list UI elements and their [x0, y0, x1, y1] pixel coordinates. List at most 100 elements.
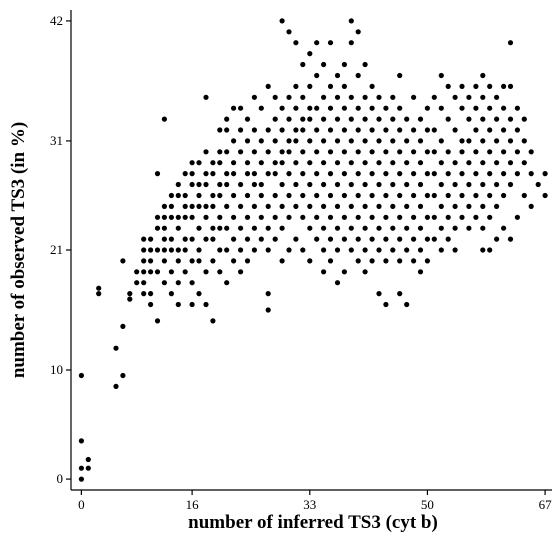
- data-point: [293, 105, 299, 111]
- data-point: [196, 258, 202, 264]
- data-point: [362, 61, 368, 68]
- data-point: [355, 171, 361, 177]
- data-point: [182, 247, 188, 253]
- data-point: [210, 160, 216, 166]
- data-point: [265, 149, 271, 155]
- data-point: [355, 214, 361, 220]
- data-point: [251, 225, 257, 231]
- data-point: [334, 116, 341, 122]
- data-point: [217, 192, 223, 199]
- data-point: [141, 280, 147, 286]
- data-point: [480, 94, 486, 100]
- data-point: [161, 214, 167, 220]
- data-point: [293, 40, 299, 46]
- data-point: [390, 203, 396, 209]
- data-point: [78, 465, 84, 471]
- data-point: [272, 214, 278, 220]
- data-point: [189, 214, 195, 220]
- data-point: [175, 280, 181, 286]
- data-point: [487, 214, 493, 220]
- x-tick-label: 33: [303, 497, 316, 512]
- data-point: [507, 116, 514, 122]
- data-point: [293, 83, 299, 89]
- data-point: [417, 247, 424, 253]
- data-point: [411, 214, 417, 220]
- data-point: [521, 160, 527, 166]
- data-point: [189, 160, 195, 166]
- data-point: [279, 149, 285, 155]
- data-point: [397, 192, 403, 199]
- data-point: [293, 127, 299, 133]
- data-point: [168, 203, 174, 209]
- data-point: [383, 258, 389, 264]
- data-point: [376, 247, 382, 253]
- data-point: [424, 127, 430, 133]
- data-point: [390, 181, 396, 188]
- data-point: [258, 105, 264, 111]
- data-point: [383, 236, 389, 242]
- data-point: [286, 214, 292, 220]
- data-point: [528, 203, 534, 209]
- y-tick-label: 0: [57, 471, 64, 486]
- data-point: [238, 225, 244, 231]
- data-point: [251, 127, 257, 133]
- data-point: [334, 247, 341, 253]
- data-point: [231, 160, 237, 166]
- data-point: [487, 192, 493, 199]
- data-point: [154, 225, 161, 231]
- data-point: [85, 456, 91, 463]
- data-point: [272, 116, 278, 122]
- data-point: [168, 192, 174, 199]
- data-point: [148, 258, 154, 264]
- data-point: [480, 138, 486, 144]
- data-point: [307, 258, 313, 264]
- data-point: [300, 247, 306, 253]
- data-point: [327, 236, 334, 242]
- data-point: [161, 116, 167, 122]
- x-axis-title: number of inferred TS3 (cyt b): [188, 512, 438, 533]
- data-point: [265, 307, 271, 313]
- data-point: [286, 94, 292, 100]
- data-point: [383, 301, 389, 308]
- data-point: [348, 138, 354, 144]
- data-point: [494, 160, 500, 166]
- data-point: [376, 291, 382, 297]
- data-point: [238, 203, 244, 209]
- data-point: [286, 116, 292, 122]
- data-point: [293, 160, 299, 166]
- data-point: [327, 214, 334, 220]
- data-point: [286, 171, 292, 177]
- data-point: [321, 203, 327, 209]
- data-point: [459, 171, 465, 177]
- data-point: [161, 247, 167, 253]
- data-point: [203, 214, 209, 220]
- data-point: [96, 291, 102, 297]
- data-point: [362, 225, 368, 231]
- data-point: [514, 214, 521, 220]
- data-point: [514, 105, 521, 111]
- data-point: [466, 94, 472, 100]
- data-point: [334, 94, 341, 100]
- data-point: [404, 138, 410, 144]
- data-point: [175, 258, 181, 264]
- data-point: [300, 61, 306, 68]
- data-point: [341, 61, 347, 68]
- y-tick-label: 31: [50, 133, 63, 148]
- data-point: [272, 94, 278, 100]
- data-point: [154, 214, 161, 220]
- data-point: [341, 192, 347, 199]
- data-point: [231, 258, 237, 264]
- data-point: [438, 181, 444, 188]
- data-point: [251, 203, 257, 209]
- data-point: [466, 116, 472, 122]
- data-point: [390, 225, 396, 231]
- data-point: [466, 225, 472, 231]
- data-point: [314, 72, 320, 79]
- data-point: [369, 127, 375, 133]
- data-point: [417, 160, 424, 166]
- data-point: [300, 171, 306, 177]
- data-point: [417, 116, 424, 122]
- data-point: [321, 181, 327, 188]
- data-point: [521, 116, 527, 122]
- data-point: [369, 149, 375, 155]
